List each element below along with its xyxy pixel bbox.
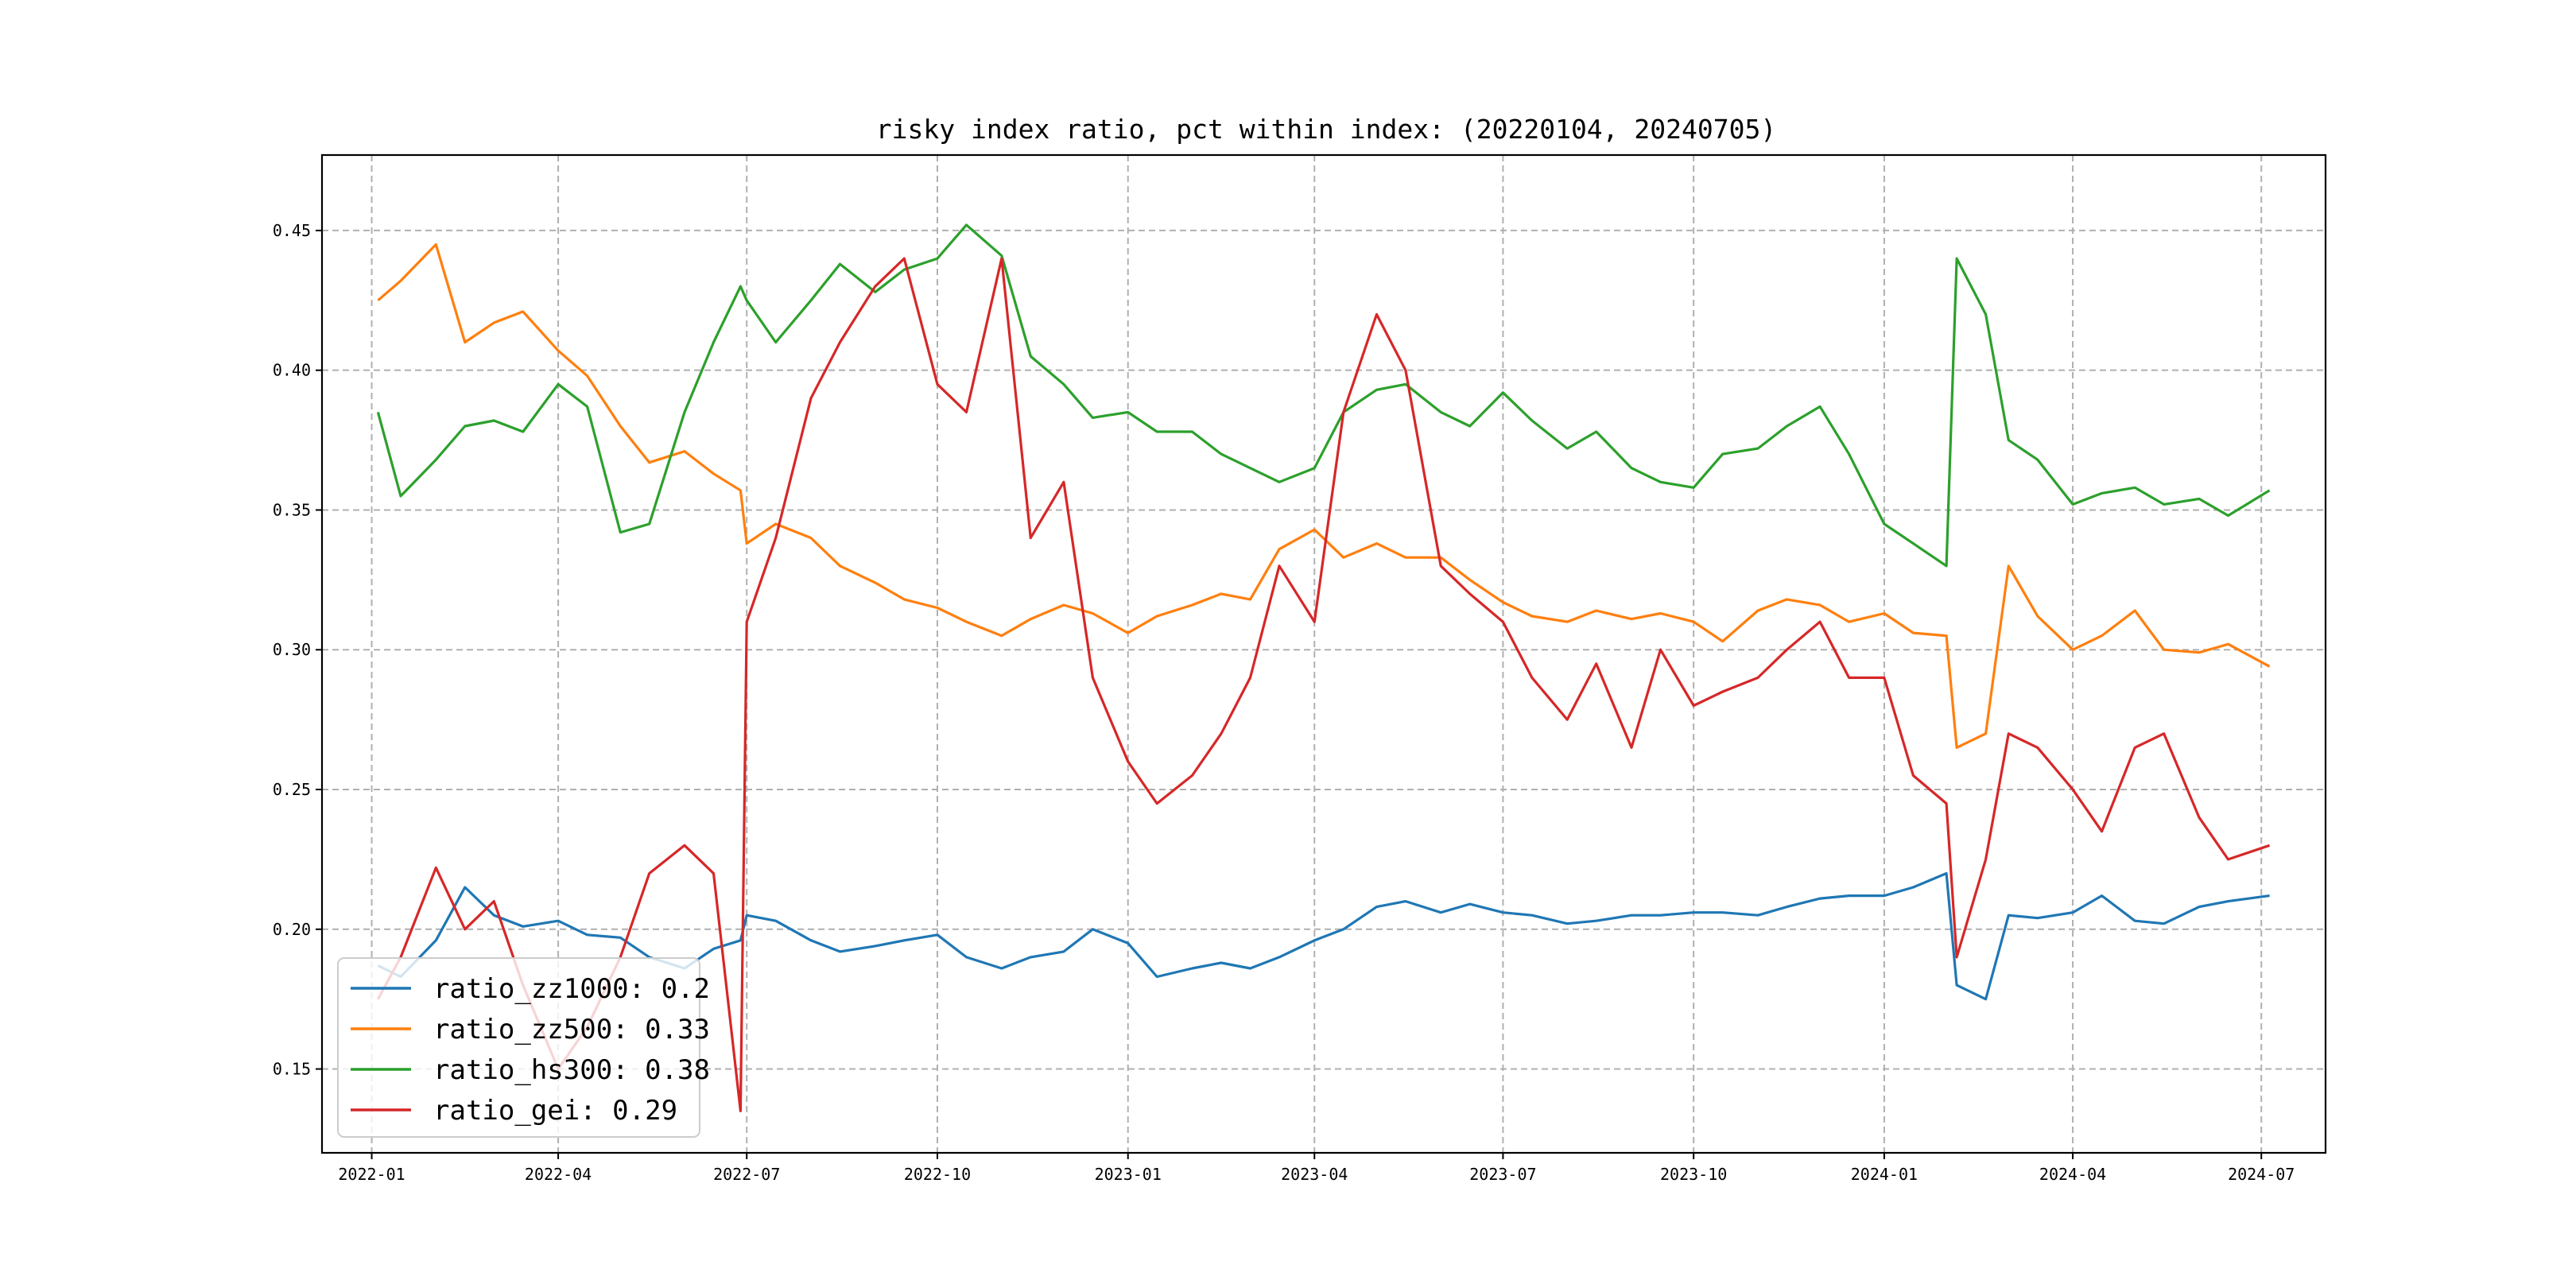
x-tick-label: 2024-01 [1851,1165,1918,1184]
series-line-ratio-gei [376,257,2271,1112]
series-line-ratio-hs300 [376,223,2271,568]
legend-box [337,957,700,1138]
y-tick-label: 0.30 [273,640,311,659]
y-axis: 0.15 0.20 0.25 0.30 0.35 0.40 0.45 [273,221,322,1079]
y-tick-label: 0.20 [273,920,311,939]
axes-frame [320,153,2327,1154]
legend-label-ratio-zz500: ratio_zz500: 0.33 [433,1014,710,1046]
legend-label-ratio-gei: ratio_gei: 0.29 [433,1095,677,1127]
x-tick-label: 2023-01 [1095,1165,1162,1184]
legend-label-ratio-zz1000: ratio_zz1000: 0.2 [433,973,710,1005]
x-axis: 2022-01 2022-04 2022-07 2022-10 2023-01 2023-… [338,1153,2295,1184]
legend-label-ratio-hs300: ratio_hs300: 0.38 [433,1054,710,1086]
x-tick-label: 2022-04 [525,1165,592,1184]
series-line-ratio-zz500 [377,242,2271,749]
x-tick-label: 2023-04 [1281,1165,1348,1184]
y-tick-label: 0.15 [273,1060,311,1079]
chart-title: risky index ratio, pct within index: (20… [876,114,1776,145]
y-tick-label: 0.25 [273,780,311,799]
x-tick-label: 2023-07 [1469,1165,1536,1184]
x-tick-label: 2022-01 [338,1165,405,1184]
x-tick-label: 2022-07 [713,1165,780,1184]
legend: ratio_zz1000: 0.2 ratio_zz500: 0.33 ratio_… [337,957,710,1138]
x-tick-label: 2022-10 [904,1165,971,1184]
x-tick-label: 2024-04 [2039,1165,2106,1184]
x-tick-label: 2023-10 [1660,1165,1727,1184]
y-tick-label: 0.45 [273,221,311,240]
y-tick-label: 0.40 [273,361,311,380]
x-tick-label: 2024-07 [2228,1165,2295,1184]
y-tick-label: 0.35 [273,500,311,519]
